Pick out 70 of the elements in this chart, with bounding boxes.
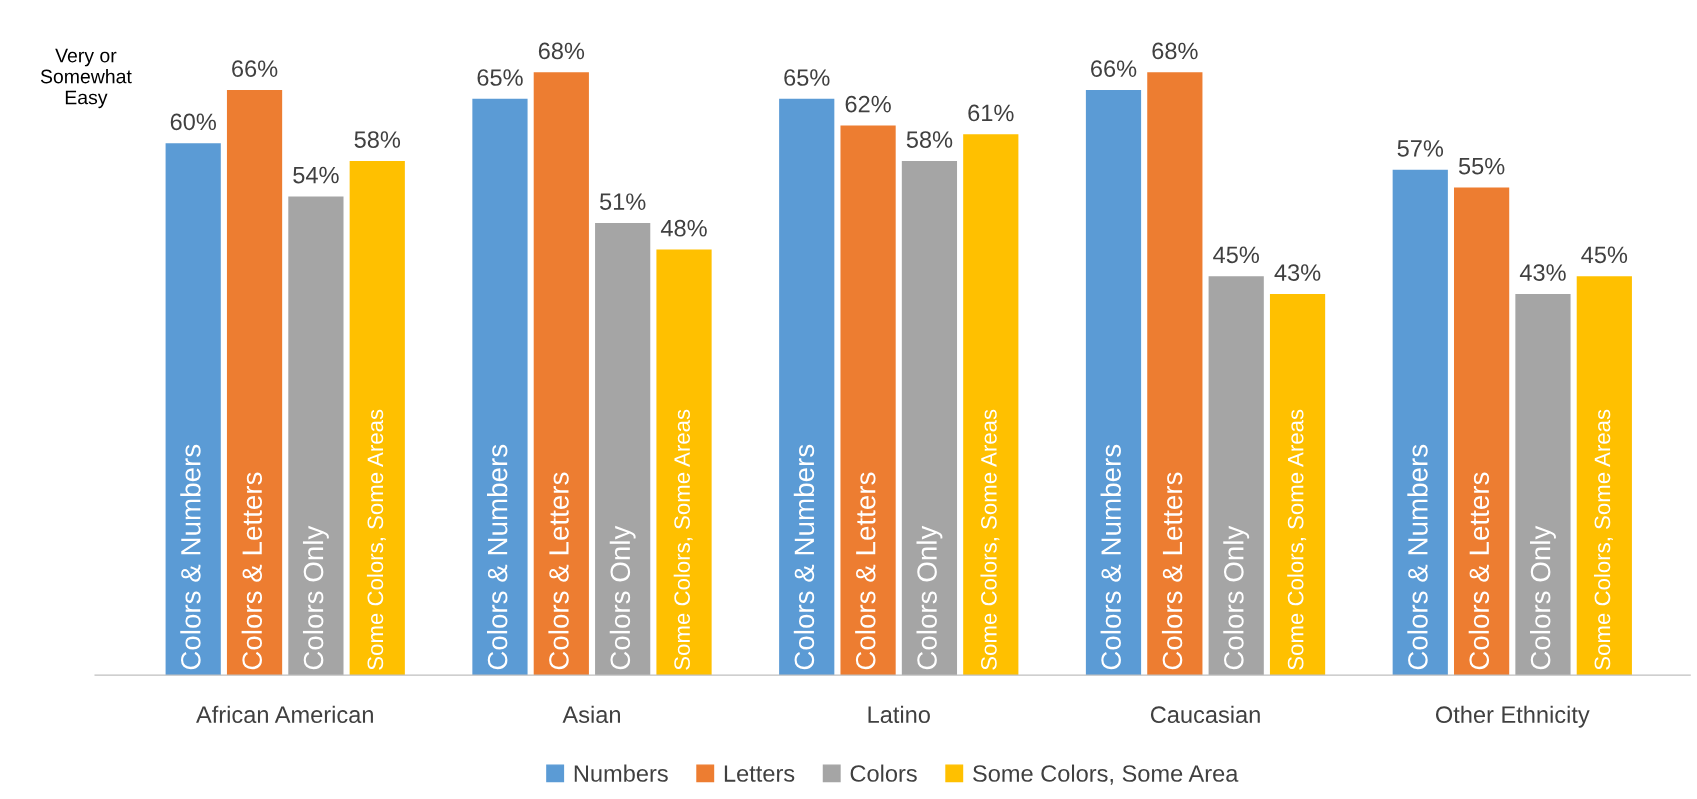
bar bbox=[165, 143, 221, 676]
data-label: 65% bbox=[784, 69, 830, 86]
bar bbox=[840, 125, 896, 676]
data-label: 66% bbox=[1091, 60, 1137, 77]
annotation: Colors & Numbers bbox=[793, 444, 815, 670]
bar bbox=[288, 196, 344, 676]
bar bbox=[1454, 187, 1510, 676]
annotation: Colors Only bbox=[609, 525, 636, 670]
data-label: 68% bbox=[538, 42, 585, 60]
bar bbox=[901, 160, 958, 676]
x-tick-label: Latino bbox=[868, 705, 930, 724]
annotation: Colors & Letters bbox=[1161, 472, 1183, 670]
annotation: Very or Somewhat Easy bbox=[40, 48, 132, 109]
annotation: Some Colors, Some Areas bbox=[980, 409, 1000, 670]
annotation: Colors & Letters bbox=[241, 472, 263, 670]
x-tick-label: African American bbox=[196, 705, 373, 724]
bar bbox=[1085, 90, 1142, 676]
bar bbox=[1515, 293, 1571, 676]
legend-label: Numbers bbox=[574, 764, 668, 782]
data-label: 61% bbox=[968, 104, 1014, 122]
annotation: Colors & Letters bbox=[855, 472, 876, 670]
bar bbox=[226, 90, 283, 676]
annotation: Colors Only bbox=[302, 525, 329, 670]
annotation: Colors & Letters bbox=[548, 472, 569, 670]
legend-label: Colors bbox=[850, 764, 917, 782]
annotation: Colors Only bbox=[916, 525, 943, 670]
bar bbox=[595, 222, 651, 676]
annotation: Some Colors, Some Areas bbox=[1593, 409, 1613, 670]
x-tick-label: Other Ethnicity bbox=[1435, 705, 1590, 728]
bar bbox=[1392, 169, 1448, 676]
bar bbox=[1147, 72, 1203, 676]
data-label: 45% bbox=[1213, 246, 1259, 264]
bar bbox=[1208, 276, 1264, 676]
legend-label: Letters bbox=[724, 765, 795, 782]
data-label: 43% bbox=[1274, 264, 1321, 281]
data-label: 60% bbox=[170, 113, 216, 131]
data-label: 48% bbox=[660, 219, 707, 237]
data-label: 58% bbox=[906, 131, 953, 148]
data-label: 45% bbox=[1581, 246, 1628, 264]
bar bbox=[656, 249, 712, 676]
bar bbox=[963, 134, 1019, 676]
data-label: 58% bbox=[354, 131, 401, 148]
bar bbox=[472, 98, 528, 676]
annotation: Some Colors, Some Areas bbox=[1287, 409, 1307, 670]
annotation: Colors & Numbers bbox=[180, 444, 201, 670]
data-label: 68% bbox=[1152, 42, 1198, 60]
data-label: 62% bbox=[845, 95, 891, 113]
data-label: 65% bbox=[477, 69, 523, 86]
annotation: Colors & Letters bbox=[1468, 472, 1490, 670]
legend-label: Some Colors, Some Area bbox=[973, 764, 1239, 785]
data-label: 66% bbox=[232, 60, 278, 77]
data-label: 57% bbox=[1397, 140, 1444, 157]
annotation: Some Colors, Some Areas bbox=[366, 409, 386, 670]
annotation: Colors & Numbers bbox=[1100, 444, 1121, 670]
bar bbox=[1576, 276, 1632, 676]
bar bbox=[779, 98, 835, 676]
data-label: 51% bbox=[599, 193, 646, 210]
bar bbox=[349, 160, 405, 676]
data-label: 55% bbox=[1458, 157, 1505, 175]
bar bbox=[533, 72, 589, 676]
annotation: Some Colors, Some Areas bbox=[673, 409, 693, 670]
annotation: Colors & Numbers bbox=[1407, 444, 1428, 670]
bar bbox=[1269, 293, 1326, 676]
annotation: Colors Only bbox=[1223, 525, 1250, 670]
annotation: Colors Only bbox=[1530, 525, 1556, 670]
x-tick-label: Asian bbox=[562, 705, 620, 724]
data-label: 54% bbox=[293, 166, 339, 184]
annotation: Colors & Numbers bbox=[487, 444, 508, 670]
data-label: 43% bbox=[1519, 264, 1566, 281]
x-tick-label: Caucasian bbox=[1150, 705, 1260, 724]
